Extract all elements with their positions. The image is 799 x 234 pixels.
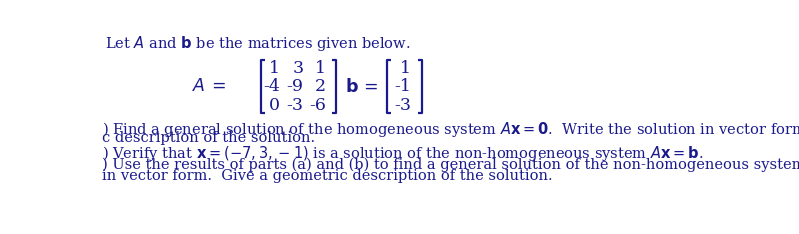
Text: -6: -6	[309, 97, 326, 113]
Text: $\mathbf{b}\,=$: $\mathbf{b}\,=$	[345, 78, 379, 96]
Text: 0: 0	[268, 97, 280, 113]
Text: -9: -9	[287, 78, 304, 95]
Text: -4: -4	[263, 78, 280, 95]
Text: 1: 1	[315, 60, 326, 77]
Text: 2: 2	[315, 78, 326, 95]
Text: 1: 1	[400, 60, 411, 77]
Text: $A\,=$: $A\,=$	[192, 78, 225, 95]
Text: -1: -1	[395, 78, 411, 95]
Text: 1: 1	[268, 60, 280, 77]
Text: 3: 3	[292, 60, 304, 77]
Text: in vector form.  Give a geometric description of the solution.: in vector form. Give a geometric descrip…	[102, 169, 553, 183]
Text: c description of the solution.: c description of the solution.	[102, 131, 316, 145]
Text: -3: -3	[287, 97, 304, 113]
Text: ) Use the results of parts (a) and (b) to find a general solution of the non-hom: ) Use the results of parts (a) and (b) t…	[102, 157, 799, 172]
Text: -3: -3	[395, 97, 411, 113]
Text: Let $A$ and $\mathbf{b}$ be the matrices given below.: Let $A$ and $\mathbf{b}$ be the matrices…	[105, 34, 410, 53]
Text: ) Verify that $\mathbf{x} = (-7, 3, -1)$ is a solution of the non-homogeneous sy: ) Verify that $\mathbf{x} = (-7, 3, -1)$…	[102, 144, 704, 163]
Text: ) Find a general solution of the homogeneous system $A\mathbf{x} = \mathbf{0}$. : ) Find a general solution of the homogen…	[102, 120, 799, 139]
